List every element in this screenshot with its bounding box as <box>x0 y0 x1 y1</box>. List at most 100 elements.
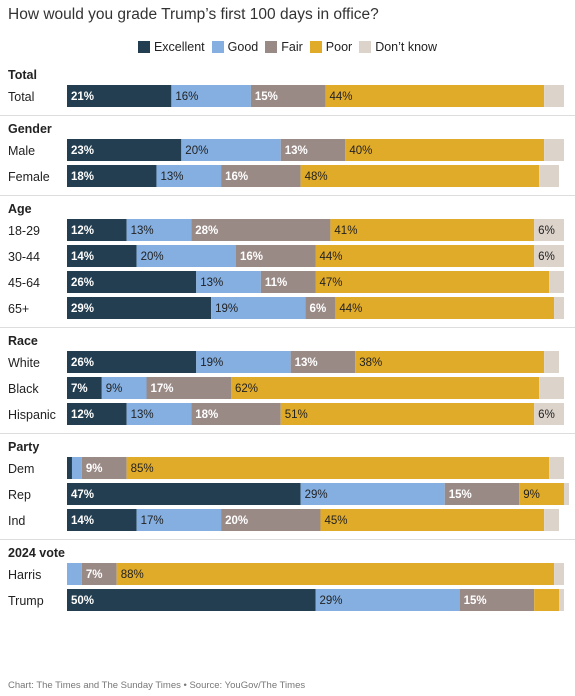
group-heading: Age <box>8 202 32 216</box>
bar-segment-don-t-know <box>544 139 564 161</box>
bar-segment-fair <box>221 509 321 531</box>
legend-label: Good <box>227 40 259 54</box>
bar-segment-poor <box>231 377 540 399</box>
bar-segment-fair <box>191 219 331 241</box>
data-label: 44% <box>320 251 343 263</box>
bar-segment-excellent <box>67 509 137 531</box>
bar-segment-good <box>315 589 460 611</box>
data-label: 29% <box>71 303 94 315</box>
data-label: 13% <box>285 145 308 157</box>
data-label: 13% <box>131 225 154 237</box>
bar-segment-poor <box>534 589 560 611</box>
data-label: 17% <box>141 515 164 527</box>
legend: Excellent Good Fair Poor Don’t know <box>0 38 575 56</box>
data-label: 47% <box>71 489 94 501</box>
bar-segment-fair <box>235 245 316 267</box>
bar-segment-poor <box>126 457 550 479</box>
data-label: 7% <box>86 569 103 581</box>
row-label: White <box>8 356 40 370</box>
data-label: 85% <box>131 463 154 475</box>
row-label: Female <box>8 170 50 184</box>
legend-item-0: Excellent <box>137 38 205 56</box>
bar-segment-don-t-know <box>534 219 564 241</box>
bar-segment-poor <box>300 165 540 187</box>
bar-segment-good <box>67 563 82 585</box>
data-label: 16% <box>175 91 198 103</box>
row-label: Harris <box>8 568 41 582</box>
data-label: 47% <box>320 277 343 289</box>
row-label: Hispanic <box>8 408 56 422</box>
data-label: 11% <box>265 277 287 289</box>
data-label: 38% <box>359 357 382 369</box>
data-label: 40% <box>349 145 372 157</box>
group-heading: 2024 vote <box>8 546 65 560</box>
bar-segment-good <box>196 351 291 373</box>
group-heading: Party <box>8 440 39 454</box>
data-label: 19% <box>215 303 238 315</box>
bar-segment-fair <box>260 271 316 293</box>
data-label: 20% <box>185 145 208 157</box>
bar-segment-excellent <box>67 85 172 107</box>
data-label: 29% <box>320 595 343 607</box>
legend-swatch <box>137 41 150 53</box>
data-label: 12% <box>71 409 94 421</box>
bar-segment-don-t-know <box>539 165 560 187</box>
bar-segment-don-t-know <box>554 297 564 319</box>
bar-segment-don-t-know <box>534 403 564 425</box>
data-label: 9% <box>523 489 540 501</box>
bar-segment-poor <box>330 219 535 241</box>
row-label: 30-44 <box>8 250 40 264</box>
row-label: 18-29 <box>8 224 40 238</box>
bar-segment-fair <box>81 563 117 585</box>
data-label: 20% <box>225 515 248 527</box>
bar-segment-fair <box>250 85 326 107</box>
bar-segment-don-t-know <box>534 245 564 267</box>
chart-source: Chart: The Times and The Sunday Times • … <box>8 680 306 691</box>
data-label: 15% <box>449 489 472 501</box>
bar-segment-poor <box>345 139 545 161</box>
bar-segment-poor <box>116 563 555 585</box>
bar-segment-good <box>181 139 281 161</box>
data-label: 88% <box>121 569 144 581</box>
data-label: 51% <box>285 409 308 421</box>
data-label: 9% <box>106 383 123 395</box>
bar-segment-excellent <box>67 351 197 373</box>
bar-segment-good <box>126 403 192 425</box>
row-label: Trump <box>8 594 44 608</box>
bar-segment-excellent <box>67 245 137 267</box>
bar-segment-fair <box>305 297 336 319</box>
bar-segment-poor <box>320 509 545 531</box>
bar-segment-excellent <box>67 139 182 161</box>
legend-swatch <box>211 41 224 53</box>
bar-segment-good <box>171 85 251 107</box>
bar-segment-good <box>101 377 147 399</box>
data-label: 21% <box>71 91 94 103</box>
bar-segment-excellent <box>67 589 316 611</box>
data-label: 6% <box>538 251 555 263</box>
chart-title: How would you grade Trump’s first 100 da… <box>8 6 379 23</box>
row-label: Male <box>8 144 35 158</box>
data-label: 29% <box>305 489 328 501</box>
data-label: 41% <box>334 225 357 237</box>
legend-swatch <box>309 41 322 53</box>
bar-segment-poor <box>519 483 564 505</box>
bar-segment-good <box>156 165 222 187</box>
data-label: 13% <box>295 357 318 369</box>
bar-segment-good <box>196 271 261 293</box>
bar-segment-good <box>211 297 306 319</box>
bar-segment-don-t-know <box>544 509 560 531</box>
data-label: 50% <box>71 595 94 607</box>
bar-segment-fair <box>81 457 127 479</box>
data-label: 7% <box>71 383 88 395</box>
data-label: 26% <box>71 277 94 289</box>
data-label: 23% <box>71 145 94 157</box>
bar-segment-don-t-know <box>549 457 564 479</box>
data-label: 44% <box>329 91 352 103</box>
bar-segment-excellent <box>67 403 127 425</box>
row-label: Ind <box>8 514 25 528</box>
data-label: 44% <box>339 303 362 315</box>
bar-segment-poor <box>315 271 550 293</box>
data-label: 12% <box>71 225 94 237</box>
bar-segment-excellent <box>67 457 72 479</box>
